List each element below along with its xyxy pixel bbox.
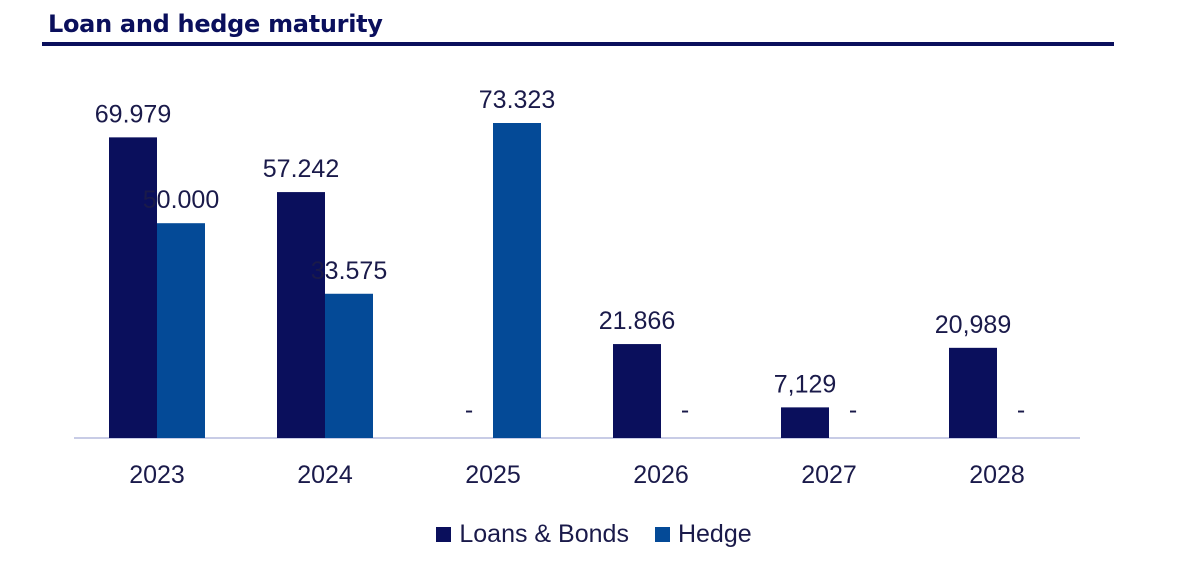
bar-hedge-2024 — [325, 293, 373, 438]
data-label-hedge-2026: - — [681, 396, 689, 424]
legend-label-loans: Loans & Bonds — [459, 520, 629, 548]
bar-loans-2027 — [781, 407, 829, 438]
data-label-loans-2025: - — [465, 396, 473, 424]
chart-legend: Loans & Bonds Hedge — [0, 520, 1188, 549]
data-label-loans-2023: 69.979 — [95, 100, 171, 128]
legend-item-loans: Loans & Bonds — [436, 520, 629, 549]
data-label-loans-2028: 20,989 — [935, 311, 1011, 339]
bar-hedge-2023 — [157, 223, 205, 438]
bar-loans-2028 — [949, 347, 997, 438]
data-label-hedge-2023: 50.000 — [143, 186, 219, 214]
data-label-hedge-2027: - — [849, 396, 857, 424]
data-label-hedge-2025: 73.323 — [479, 86, 555, 114]
data-label-loans-2024: 57.242 — [263, 155, 339, 183]
x-tick-label-2023: 2023 — [129, 461, 185, 489]
chart-title: Loan and hedge maturity — [48, 10, 383, 38]
title-underline — [42, 42, 1114, 46]
data-label-hedge-2024: 33.575 — [311, 257, 387, 285]
legend-swatch-loans — [436, 527, 452, 542]
legend-item-hedge: Hedge — [654, 520, 752, 549]
x-tick-label-2024: 2024 — [297, 461, 353, 489]
x-tick-label-2027: 2027 — [801, 461, 857, 489]
data-label-hedge-2028: - — [1017, 396, 1025, 424]
bar-loans-2024 — [277, 192, 325, 438]
bar-hedge-2025 — [493, 123, 541, 438]
x-tick-label-2025: 2025 — [465, 461, 521, 489]
data-label-loans-2027: 7,129 — [774, 370, 837, 398]
legend-swatch-hedge — [654, 527, 670, 542]
bar-loans-2023 — [109, 137, 157, 438]
bar-loans-2026 — [613, 344, 661, 438]
x-tick-label-2026: 2026 — [633, 461, 689, 489]
legend-label-hedge: Hedge — [677, 520, 752, 548]
x-tick-label-2028: 2028 — [969, 461, 1025, 489]
data-label-loans-2026: 21.866 — [599, 307, 675, 335]
